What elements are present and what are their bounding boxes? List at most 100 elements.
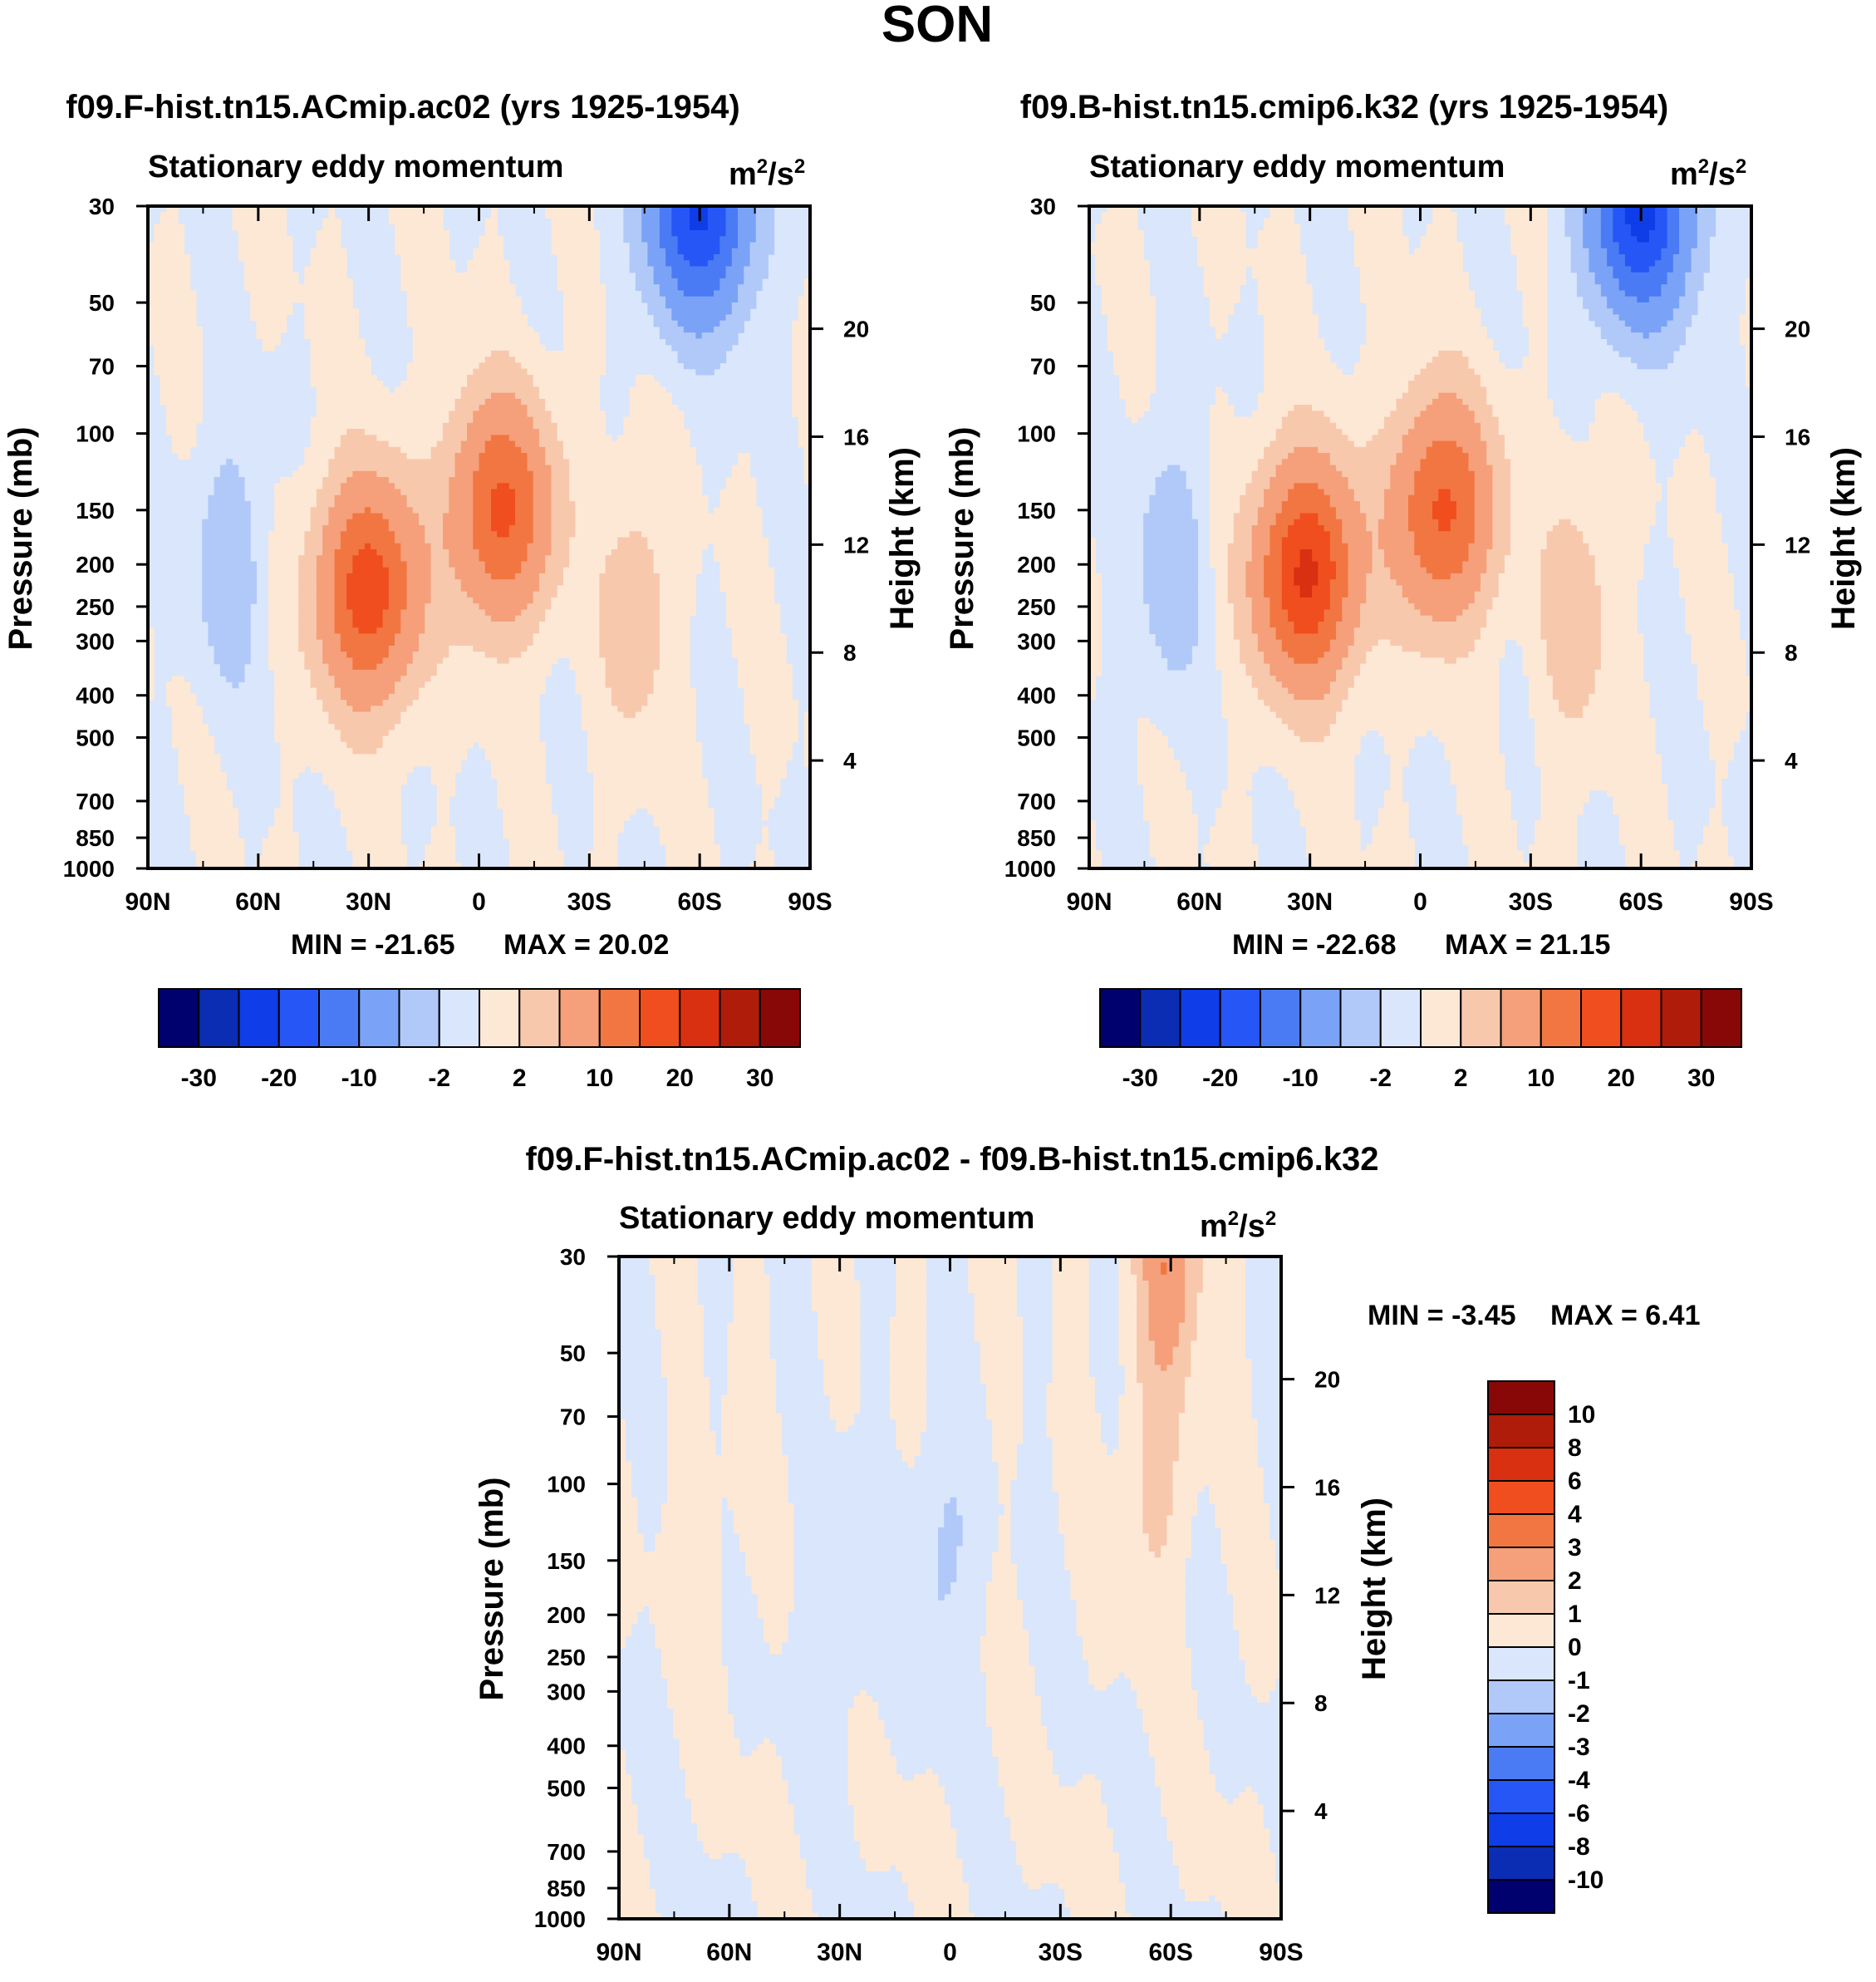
contour-cell [647, 242, 661, 249]
contour-cell [1221, 802, 1253, 809]
contour-cell [847, 1774, 903, 1781]
contour-cell [1679, 218, 1698, 225]
contour-cell [1600, 229, 1613, 237]
contour-cell [406, 663, 438, 671]
contour-cell [454, 405, 480, 411]
contour-cell [490, 350, 510, 357]
y-tick-label: 70 [560, 1404, 586, 1430]
contour-cell [268, 543, 305, 550]
contour-cell [1143, 519, 1199, 526]
contour-cell [1161, 1798, 1228, 1805]
contour-cell [1148, 1539, 1167, 1547]
contour-cell [661, 1521, 722, 1528]
contour-cell [1202, 1274, 1246, 1281]
contour-cell [382, 609, 401, 617]
contour-cell [659, 224, 672, 231]
contour-cell [673, 1714, 734, 1721]
contour-cell [454, 573, 492, 580]
contour-cell [1209, 308, 1235, 316]
contour-cell [1203, 844, 1259, 851]
contour-cell [202, 585, 258, 593]
contour-cell [460, 386, 540, 394]
contour-cell [268, 633, 299, 641]
contour-cell [1221, 669, 1246, 676]
contour-cell [425, 856, 456, 863]
contour-cell [1342, 537, 1373, 544]
contour-cell [1685, 621, 1741, 628]
contour-cell [1432, 730, 1500, 737]
contour-cell [738, 290, 757, 298]
contour-cell [985, 1678, 1035, 1685]
contour-cell [538, 435, 558, 442]
contour-cell [1318, 627, 1337, 635]
contour-cell [395, 687, 420, 695]
contour-cell [1535, 748, 1656, 755]
contour-cell [1600, 585, 1638, 593]
contour-cell [671, 224, 690, 231]
contour-cell [599, 603, 661, 611]
contour-cell [653, 687, 696, 695]
contour-cell [1148, 1311, 1186, 1318]
contour-cell [1191, 1365, 1252, 1372]
contour-cell [1468, 652, 1505, 659]
contour-cell [346, 573, 390, 580]
contour-cell [685, 1792, 788, 1799]
contour-cell [538, 429, 558, 435]
contour-cell [328, 669, 408, 676]
contour-cell [310, 253, 347, 261]
contour-cell [1142, 1274, 1186, 1281]
contour-cell [666, 1491, 788, 1498]
contour-cell [811, 1286, 861, 1294]
contour-cell [968, 1257, 1017, 1263]
contour-cell [1257, 392, 1403, 400]
contour-cell [1353, 260, 1463, 268]
contour-cell [623, 224, 642, 231]
contour-cell [1294, 446, 1319, 454]
contour-cell [545, 567, 564, 574]
contour-cell [1679, 224, 1698, 231]
contour-cell [436, 440, 462, 448]
contour-cell [352, 706, 371, 713]
contour-cell [792, 338, 811, 346]
contour-cell [1366, 302, 1476, 309]
contour-cell [406, 302, 522, 309]
contour-cell [1492, 603, 1542, 611]
contour-cell [605, 681, 655, 689]
contour-cell [998, 1545, 1011, 1552]
contour-cell [619, 1895, 656, 1901]
colorbar-label: -30 [181, 1065, 217, 1092]
contour-cell [436, 808, 449, 815]
contour-cell [1607, 296, 1638, 303]
contour-cell [1697, 844, 1728, 851]
contour-cell [1070, 1576, 1186, 1582]
contour-cell [1172, 1479, 1264, 1486]
contour-cell [1600, 615, 1638, 622]
contour-cell [731, 465, 751, 472]
colorbar-box [1260, 988, 1302, 1048]
contour-cell [985, 1587, 1017, 1595]
contour-cell [243, 284, 353, 292]
contour-cell [1257, 398, 1397, 406]
contour-cell [738, 459, 751, 466]
contour-cell [1468, 856, 1524, 863]
contour-cell [1360, 609, 1422, 617]
contour-cell [1329, 681, 1355, 689]
contour-cell [1420, 652, 1470, 659]
contour-cell [1492, 465, 1511, 472]
contour-cell [998, 1768, 1053, 1775]
contour-cell [1378, 537, 1415, 544]
contour-cell [659, 229, 672, 237]
contour-cell [1281, 555, 1301, 563]
contour-cell [1474, 591, 1500, 598]
colorbar-box [1487, 1746, 1555, 1781]
contour-cell [1360, 290, 1476, 298]
contour-cell [1064, 1563, 1186, 1571]
contour-cell [1318, 519, 1343, 526]
contour-cell [1624, 850, 1680, 858]
contour-cell [1148, 1533, 1167, 1541]
contour-cell [352, 555, 384, 563]
contour-cell [853, 1828, 957, 1836]
contour-cell [847, 1756, 896, 1763]
contour-cell [1167, 663, 1186, 671]
contour-cell [725, 597, 775, 604]
